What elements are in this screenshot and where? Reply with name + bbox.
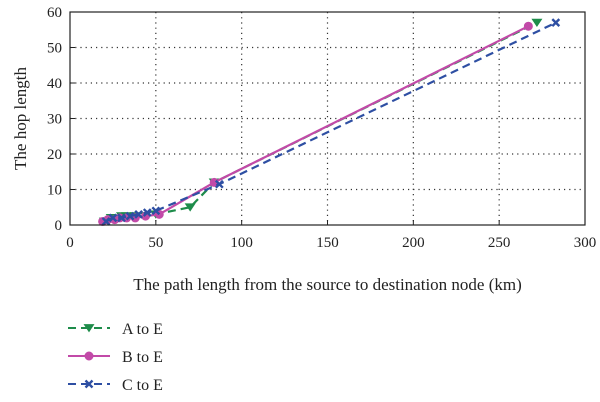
legend-marker xyxy=(84,351,94,361)
data-point xyxy=(531,18,543,28)
series-layer xyxy=(98,18,561,226)
legend-marker xyxy=(84,379,94,389)
series-2 xyxy=(98,21,533,226)
data-point xyxy=(134,210,144,219)
legend-label: C to E xyxy=(122,377,163,394)
series-3 xyxy=(101,18,561,226)
x-tick-label: 250 xyxy=(488,235,511,251)
grid-lines xyxy=(70,12,585,225)
series-line xyxy=(105,21,557,223)
series-line xyxy=(103,21,538,223)
x-tick-label: 150 xyxy=(316,235,339,251)
data-point xyxy=(117,213,126,223)
y-tick-label: 20 xyxy=(47,147,62,163)
data-point xyxy=(523,21,533,31)
data-point xyxy=(142,208,152,217)
legend-item: A to E xyxy=(68,321,163,338)
x-axis-ticks: 0 50 100 150 200 250 300 xyxy=(66,220,596,251)
x-tick-label: 0 xyxy=(66,235,74,251)
x-axis-label: The path length from the source to desti… xyxy=(133,275,522,294)
data-point xyxy=(551,18,561,27)
y-axis-label: The hop length xyxy=(11,67,30,170)
series-1 xyxy=(98,18,543,226)
data-point xyxy=(108,213,118,223)
data-point xyxy=(125,211,135,221)
legend: A to E B to E C to E xyxy=(68,321,163,394)
data-point xyxy=(151,206,161,216)
legend-label: A to E xyxy=(122,321,163,338)
series-line xyxy=(102,25,529,223)
legend-item: C to E xyxy=(68,377,163,394)
legend-item: B to E xyxy=(68,349,163,366)
legend-marker xyxy=(83,324,95,333)
y-tick-label: 50 xyxy=(47,41,62,57)
x-tick-label: 200 xyxy=(402,235,425,251)
y-tick-label: 40 xyxy=(47,76,62,92)
y-tick-label: 10 xyxy=(47,183,62,199)
data-point xyxy=(184,203,196,212)
x-tick-label: 50 xyxy=(148,235,163,251)
legend-label: B to E xyxy=(122,349,163,366)
x-tick-label: 100 xyxy=(230,235,253,251)
y-axis-ticks: 0 10 20 30 40 50 60 xyxy=(47,5,75,234)
y-tick-label: 0 xyxy=(55,218,63,234)
x-tick-label: 300 xyxy=(574,235,597,251)
y-tick-label: 60 xyxy=(47,5,62,21)
y-tick-label: 30 xyxy=(47,112,62,128)
data-point xyxy=(101,217,111,226)
data-point xyxy=(215,179,224,189)
